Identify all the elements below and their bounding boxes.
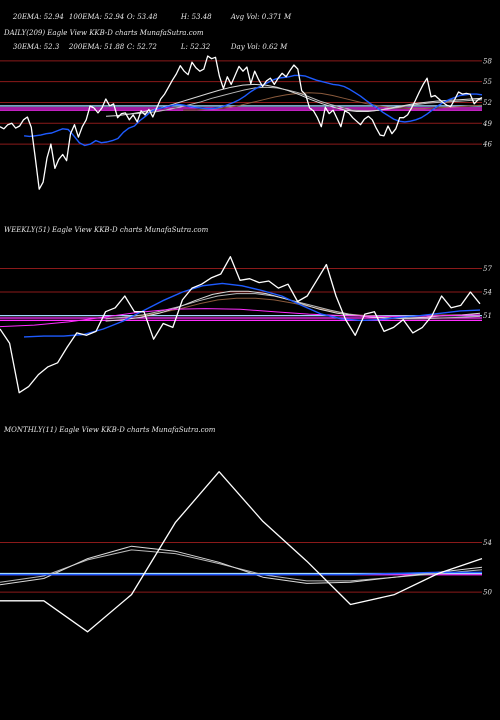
monthly-tick-label-0: 54 xyxy=(483,539,492,547)
daily-ema-fast-line xyxy=(24,74,483,147)
stat-100ema: 100EMA: 52.94 xyxy=(68,13,125,21)
daily-tick-label-1: 55 xyxy=(483,78,492,86)
stat-avg-vol: Avg Vol: 0.371 M xyxy=(230,13,292,21)
stat-low: L: 52.32 xyxy=(180,43,211,51)
stat-200ema: 200EMA: 51.88 xyxy=(68,43,125,51)
monthly-ema-fast-line xyxy=(0,571,482,576)
stats-row-1: 20EMA: 52.94 100EMA: 52.94 O: 53.48 H: 53.4… xyxy=(4,2,291,32)
monthly-price-line xyxy=(0,471,483,633)
daily-price-line xyxy=(0,55,483,190)
weekly-ema-fast-line xyxy=(23,282,481,338)
monthly-tick-label-1: 50 xyxy=(483,589,492,597)
daily-tick-label-3: 49 xyxy=(482,120,492,128)
weekly-pink-curve-line xyxy=(0,308,481,328)
stat-high: H: 53.48 xyxy=(180,13,212,21)
stat-20ema: 20EMA: 52.94 xyxy=(12,13,64,21)
stats-row-2: 30EMA: 52.3 200EMA: 51.88 C: 52.72 L: 52.32… xyxy=(4,32,291,62)
weekly-tick-label-2: 51 xyxy=(483,312,492,320)
daily-ema-slow-1-line xyxy=(105,83,483,117)
daily-tick-label-4: 46 xyxy=(482,141,492,149)
daily-panel-title: DAILY(209) Eagle View KKB-D charts Munaf… xyxy=(4,29,204,37)
weekly-tick-label-1: 54 xyxy=(483,289,492,297)
daily-tick-label-0: 58 xyxy=(483,57,492,65)
monthly-panel-title: MONTHLY(11) Eagle View KKB-D charts Muna… xyxy=(4,426,216,434)
daily-tick-label-2: 52 xyxy=(483,99,492,107)
stat-open: O: 53.48 xyxy=(126,13,158,21)
monthly-ema-slow-1-line xyxy=(0,545,483,586)
weekly-ema-slow-1-line xyxy=(105,290,481,322)
weekly-panel-title: WEEKLY(51) Eagle View KKB-D charts Munaf… xyxy=(4,226,209,234)
daily-ema-brown-line xyxy=(183,92,483,111)
header-stats: 20EMA: 52.94 100EMA: 52.94 O: 53.48 H: 53.4… xyxy=(4,2,291,62)
weekly-tick-label-0: 57 xyxy=(483,265,492,273)
stat-30ema: 30EMA: 52.3 xyxy=(12,43,60,51)
stat-close: C: 52.72 xyxy=(126,43,157,51)
weekly-price-line xyxy=(0,256,481,394)
stat-day-vol: Day Vol: 0.62 M xyxy=(230,43,288,51)
